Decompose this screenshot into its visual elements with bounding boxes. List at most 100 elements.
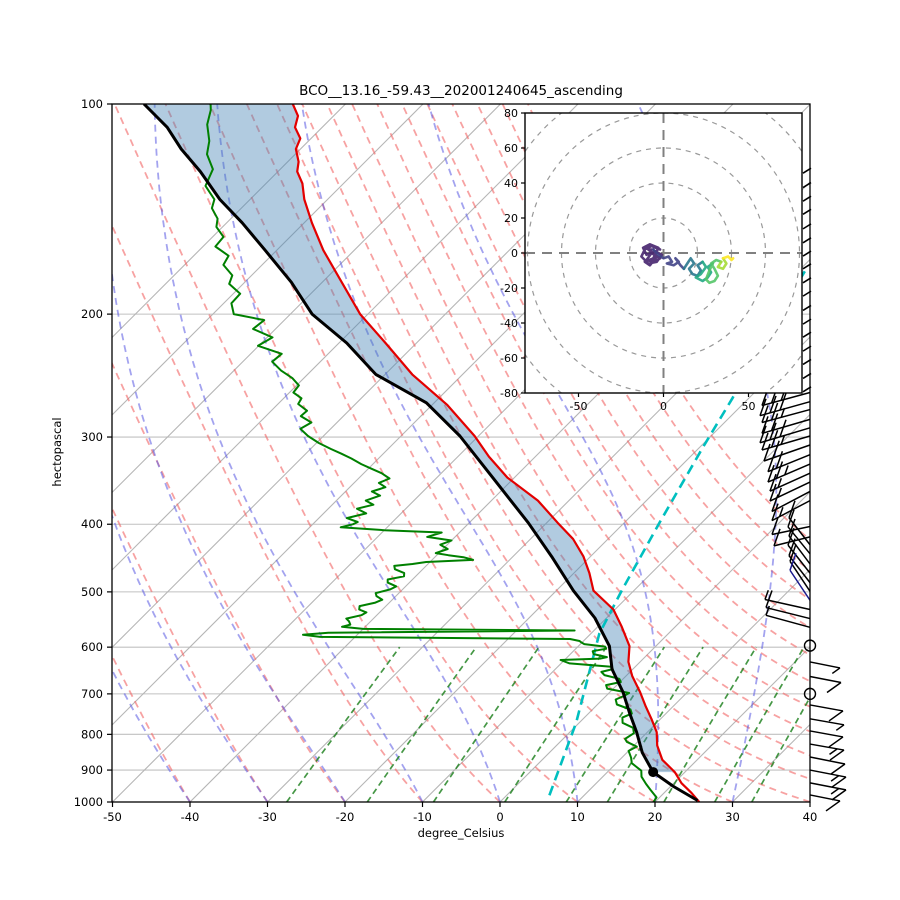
y-tick-label: 800 (81, 727, 103, 741)
isotherm-line (809, 801, 810, 802)
y-axis-label: hectopascal (50, 417, 64, 487)
wind-barb (765, 590, 811, 620)
hodograph-trajectory-segment (682, 257, 704, 278)
mixing-ratio-line (565, 646, 666, 802)
mixing-ratio-line (286, 646, 401, 802)
lcl-marker-dot (648, 767, 659, 778)
hodograph-y-tick-label: 20 (504, 212, 518, 225)
x-tick-label: -40 (181, 810, 200, 824)
wind-barb (788, 538, 811, 584)
isotherm-line (422, 413, 810, 802)
dewpoint-curve (204, 104, 658, 802)
hodograph-plot-area (525, 113, 802, 393)
y-tick-label: 400 (81, 517, 103, 531)
wind-barb (809, 718, 845, 731)
dry-adiabat-line (451, 104, 810, 629)
wind-barb (788, 500, 811, 546)
y-tick-label: 300 (81, 430, 103, 444)
moist-adiabat-line (112, 267, 346, 802)
isotherm-line (112, 104, 346, 339)
wind-barb (765, 605, 811, 629)
x-axis-label: degree_Celsius (417, 826, 505, 840)
dry-adiabat-line (276, 104, 810, 802)
wind-barbs (759, 167, 847, 812)
wind-barb (809, 782, 847, 801)
isotherm-line (112, 104, 579, 571)
wind-barb (809, 756, 846, 775)
x-tick-label: -50 (103, 810, 122, 824)
parcel-curve (142, 104, 699, 802)
x-tick-label: 0 (496, 810, 503, 824)
hodograph-trajectory-segment (640, 243, 664, 267)
hodograph-y-tick-label: 40 (504, 177, 518, 190)
wind-barb (761, 413, 811, 435)
isotherm-line (499, 491, 810, 802)
wind-barb (789, 553, 811, 601)
dry-adiabat-line (501, 104, 810, 572)
isotherm-line (577, 568, 810, 802)
wind-barb (773, 528, 811, 547)
wind-barb (809, 794, 841, 812)
dry-adiabat-line (112, 223, 424, 802)
isotherm-line (112, 104, 501, 494)
isotherm-line (267, 258, 810, 802)
y-tick-label: 1000 (74, 795, 103, 809)
dry-adiabat-line (113, 104, 501, 802)
isotherm-line (112, 104, 424, 416)
dry-adiabat-line (326, 104, 810, 757)
figure-title: BCO__13.16_-59.43__202001240645_ascendin… (299, 83, 623, 99)
mixing-ratio-line (663, 646, 757, 802)
dry-adiabat-line (401, 104, 810, 683)
hodograph-trajectory-segment (704, 258, 723, 285)
hodograph-trajectory-segment (716, 257, 728, 271)
dry-adiabat-line (208, 104, 656, 802)
x-tick-label: 20 (648, 810, 663, 824)
dry-adiabat-line (426, 104, 810, 656)
moist-adiabat-line (216, 104, 501, 802)
wind-barb (809, 675, 842, 694)
dry-adiabat-line (245, 104, 733, 802)
moist-adiabat-line (809, 798, 810, 802)
y-tick-label: 100 (81, 97, 103, 111)
x-tick-label: 30 (725, 810, 740, 824)
mixing-ratio-line (504, 646, 608, 802)
moist-adiabat-line (153, 104, 424, 802)
mixing-ratio-line (366, 646, 477, 802)
wind-barb (788, 518, 811, 565)
wind-barb (767, 451, 811, 473)
mixing-ratio-line (713, 646, 805, 802)
temperature-curve (291, 104, 701, 802)
hodograph-y-tick-label: -20 (500, 282, 518, 295)
special-moist-adiabat-line (548, 269, 807, 796)
wind-barb (771, 490, 811, 513)
moist-adiabat-line (112, 513, 269, 802)
mixing-ratio-line (432, 646, 540, 802)
y-tick-label: 600 (81, 640, 103, 654)
y-tick-label: 200 (81, 307, 103, 321)
hodograph-y-tick-label: 60 (504, 142, 518, 155)
x-tick-label: 40 (803, 810, 818, 824)
dry-adiabat-line (301, 104, 810, 780)
mixing-ratio-line (606, 646, 704, 802)
moist-adiabat-line (112, 667, 191, 802)
hodograph-y-tick-label: -40 (500, 317, 518, 330)
x-tick-label: -10 (413, 810, 432, 824)
y-tick-label: 900 (81, 763, 103, 777)
x-tick-label: 10 (570, 810, 585, 824)
x-tick-label: -30 (258, 810, 277, 824)
wind-barb (769, 472, 811, 492)
wind-barb (809, 743, 845, 761)
x-tick-label: -20 (336, 810, 355, 824)
hodograph-trajectory-segment (721, 255, 735, 262)
wind-barb (809, 769, 847, 788)
hodograph-y-tick-label: -60 (500, 352, 518, 365)
hodograph-y-tick-label: 0 (511, 247, 518, 260)
wind-barb (809, 704, 844, 722)
wind-barb (761, 402, 811, 424)
hodograph-x-tick-label: 0 (660, 400, 667, 413)
wind-barb (809, 730, 844, 748)
hodograph-trajectory-segment (652, 248, 686, 271)
wind-barb (764, 589, 811, 611)
wind-barb (761, 429, 811, 451)
